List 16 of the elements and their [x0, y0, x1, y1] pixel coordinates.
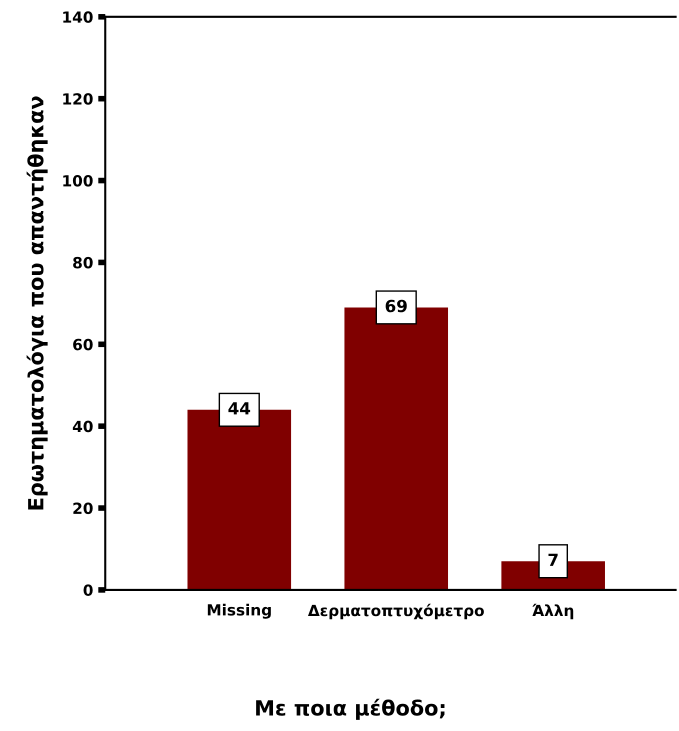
data-label: 69 — [386, 300, 407, 312]
y-tick-label: 100 — [63, 175, 93, 187]
y-tick-label: 60 — [73, 338, 93, 350]
data-label: 7 — [548, 554, 558, 566]
y-tick-label: 140 — [63, 11, 93, 23]
x-axis-title: Με ποια μέθοδο; — [256, 698, 444, 720]
y-tick-label: 40 — [72, 420, 93, 432]
y-tick-label: 0 — [84, 584, 93, 596]
y-tick-label: 120 — [63, 93, 93, 105]
data-label: 44 — [228, 402, 250, 414]
x-tick-label: Άλλη — [532, 604, 574, 620]
y-axis-title: Ερωτηματολόγια που απαντήθηκαν — [26, 96, 48, 510]
y-tick-label: 80 — [73, 256, 93, 268]
x-tick-label: Missing — [208, 604, 271, 619]
x-tick-label: Δερματοπτυχόμετρο — [308, 604, 484, 620]
y-tick-label: 20 — [73, 502, 93, 514]
